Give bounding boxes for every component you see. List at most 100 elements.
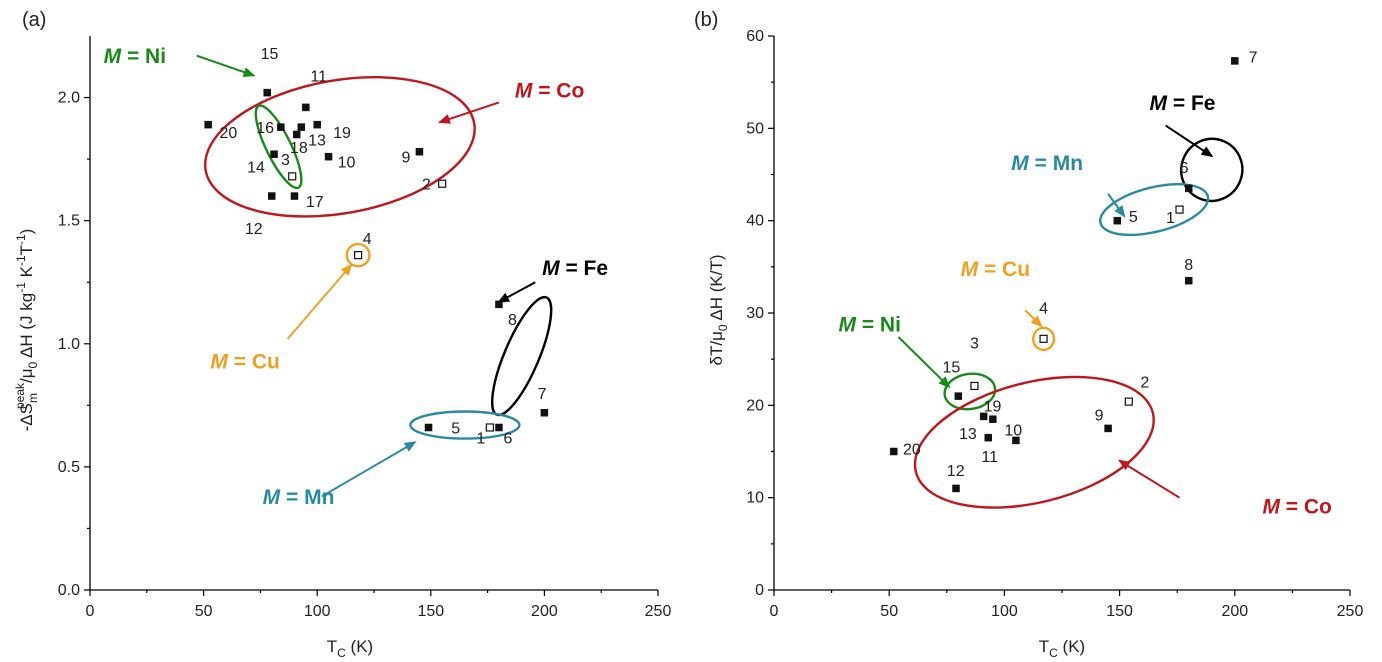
panel-b-axes-frame [773,36,1350,591]
panel-a-data-point [204,120,212,129]
panel-b-group-label: M = Ni [839,313,901,336]
panel-a-group-label: M = Ni [104,45,166,68]
panel-b-group-ellipse [913,375,1155,509]
panel-b-group-arrow [1024,309,1043,328]
panel-b-y-tick-label: 10 [746,490,764,507]
panel-b-data-point [1104,424,1112,433]
panel-a-y-tick-label: 1.5 [58,213,80,230]
panel-a-label: (a) [22,9,46,31]
panel-a-group-arrow [437,101,500,124]
panel-a-point-label: 1 [476,430,485,447]
panel-b-data-point [1113,216,1122,225]
panel-a-y-tick-label: 2.0 [58,90,80,107]
panel-a-group-label: M = Co [515,80,584,103]
panel-a-group-ellipse [345,242,371,268]
panel-b-data-point [1124,397,1133,406]
panel-a-point-label: 3 [281,152,290,169]
panel-a-point-label: 7 [538,386,547,403]
panel-b-data-point [979,412,988,421]
panel-a-point-label: 2 [422,177,431,194]
panel-b-data-point [1039,334,1048,343]
panel-a-point-label: 6 [504,430,513,447]
panel-a-group-ellipse [254,104,303,190]
panel-a-point-label: 4 [363,231,372,248]
panel-b-group-ellipse [1031,326,1056,352]
panel-a-data-point [290,192,299,200]
panel-a-point-label: 11 [310,68,327,85]
panel-b-point-label: 12 [947,463,965,480]
panel-b-point-label: 13 [959,426,977,443]
panel-b-data-point [954,392,963,400]
panel-b-y-tick-label: 50 [746,120,764,137]
panel-a-data-point [268,192,276,200]
panel-a-x-tick-label: 0 [86,603,95,620]
panel-a-group-arrow [497,281,536,303]
panel-b-point-label: 2 [1140,374,1149,391]
panel-a-group-label: M = Cu [210,350,279,373]
panel-b-data-point [1175,205,1184,214]
panel-b-arrows [897,124,1214,499]
panel-b-x-tick-label: 50 [880,603,898,620]
panel-b-point-label: 10 [1004,422,1022,439]
panel-a-group-ellipse [490,295,553,417]
panel-b-label: (b) [694,9,718,31]
panel-a-data-point [297,123,306,131]
panel-b-data-point [989,415,997,423]
panel-b-point-label: 1 [1166,210,1175,227]
panel-a-point-label: 13 [308,132,326,149]
panel-a-point-label: 14 [247,159,265,176]
panel-b-data-point [970,381,979,391]
panel-a-y-tick-label: 1.0 [58,336,80,353]
panel-b-data-point [890,447,898,456]
panel-a-point-label: 8 [508,312,517,329]
panel-a-data-point [324,152,333,161]
panel-b-group-ellipse [1180,137,1244,203]
panel-a-point-label: 5 [451,420,460,437]
panel-b-data-point [984,433,993,442]
panel-b-point-label: 6 [1180,160,1189,177]
panel-a-data-point [277,123,285,131]
panel-b-group-label: M = Mn [1011,152,1083,175]
panel-a-point-label: 17 [306,194,324,211]
panel-b-y-tick-label: 40 [746,213,764,230]
panel-b-group-label: M = Co [1262,495,1331,518]
panel-a-ticks: 0 50 100 150 200 250 0.0 0.5 1.0 1.5 2.0 [58,90,672,620]
panel-a-y-tick-label: 0.0 [58,582,80,599]
panel-a-x-tick-label: 50 [195,603,213,620]
panel-a-group-arrow [196,54,256,77]
panel-b-ticks: 0 50 100 150 200 250 0 10 20 30 40 50 60 [746,28,1363,620]
panel-a-point-label: 15 [261,46,279,63]
panel-a-data-point [263,88,271,97]
panel-a-data-point [270,150,278,158]
panel-b-point-label: 19 [984,398,1002,415]
panel-a-data-point [540,408,549,417]
panel-b-points [890,57,1239,493]
panel-a-group-arrow [286,263,353,340]
panel-b-y-tick-label: 0 [755,582,764,599]
panel-b-data-point [1012,436,1020,445]
panel-b-data-point [1231,57,1239,65]
panel-b-x-tick-label: 250 [1337,603,1364,620]
panel-a-data-point [424,423,433,432]
panel-a-x-tick-label: 150 [417,603,444,620]
panel-b-group-ellipse [943,372,997,411]
panel-a-data-point [485,423,494,432]
panel-a-point-label: 20 [220,125,238,142]
panel-a-x-tick-label: 100 [304,603,331,620]
panel-b-group-label: M = Cu [961,258,1030,281]
panel-a-x-tick-label: 250 [645,603,672,620]
panel-b-ellipses [913,137,1244,509]
panel-b-group-arrow [897,336,951,389]
panel-a-data-point [293,130,301,139]
panel-b-x-tick-label: 150 [1106,603,1133,620]
panel-a-x-axis-title: TC (K) [327,637,373,660]
panel-a-group-arrow [321,441,417,498]
panel-a-y-tick-label: 0.5 [58,459,80,476]
panel-b-y-tick-label: 30 [746,305,764,322]
panel-b-point-label: 7 [1249,49,1258,66]
panel-a-group-label: M = Fe [542,257,608,280]
